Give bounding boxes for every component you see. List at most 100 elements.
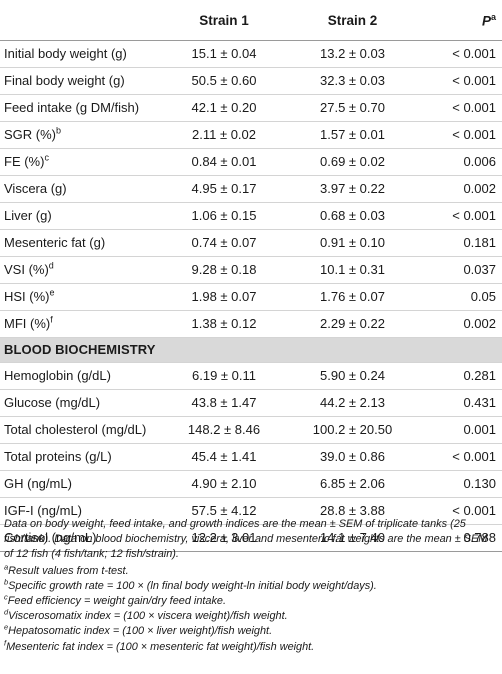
strain-2-value: 44.2 ± 2.13 (320, 395, 385, 410)
footnote-mark: a (4, 561, 9, 571)
p-value: 0.006 (463, 154, 496, 169)
table-row: MFI (%)f 1.38 ± 0.12 2.29 ± 0.22 0.002 (0, 311, 502, 338)
p-value: 0.037 (463, 262, 496, 277)
p-value: < 0.001 (452, 100, 496, 115)
row-label-footnote-mark: f (50, 314, 53, 325)
strain-2-value: 1.57 ± 0.01 (320, 127, 385, 142)
row-label: Cortisol (ng/mL) (0, 525, 168, 552)
strain-1-value: 1.38 ± 0.12 (191, 316, 257, 331)
strain-1-value: 42.1 ± 0.20 (191, 100, 257, 115)
row-label-text: Liver (g) (4, 208, 52, 223)
row-label: VSI (%)d (0, 257, 168, 284)
strain-1-value: 4.95 ± 0.17 (191, 181, 257, 196)
footnote-mark: e (4, 622, 9, 632)
row-label-text: Glucose (mg/dL) (4, 395, 101, 410)
strain-1-value: 148.2 ± 8.46 (187, 422, 261, 437)
row-label-text: Final body weight (g) (4, 73, 125, 88)
footnote-mark: c (4, 592, 8, 602)
footnote: fMesenteric fat index = (100 × mesenteri… (4, 639, 498, 655)
footnote-text: Feed efficiency = weight gain/dry feed i… (7, 595, 226, 608)
table-row: VSI (%)d 9.28 ± 0.18 10.1 ± 0.31 0.037 (0, 257, 502, 284)
row-label: GH (ng/mL) (0, 471, 168, 498)
header-row: Strain 1 Strain 2 Pa (0, 0, 502, 41)
strain-2-value: 28.8 ± 3.88 (320, 503, 385, 518)
row-label: Viscera (g) (0, 176, 168, 203)
footnote: cFeed efficiency = weight gain/dry feed … (4, 592, 498, 609)
strain-1-value: 2.11 ± 0.02 (192, 127, 256, 142)
table-row: Feed intake (g DM/fish) 42.1 ± 0.20 27.5 ±… (0, 95, 502, 122)
strain-2-value: 1.76 ± 0.07 (320, 289, 385, 304)
header-strain-2: Strain 2 (280, 0, 425, 41)
row-label-text: Hemoglobin (g/dL) (4, 368, 111, 383)
row-label: HSI (%)e (0, 284, 168, 311)
table-row: IGF-I (ng/mL) 57.5 ± 4.12 28.8 ± 3.88 < 0.0… (0, 498, 502, 525)
p-value: 0.002 (463, 181, 496, 196)
row-label: Initial body weight (g) (0, 41, 168, 68)
p-value: 0.001 (463, 422, 496, 437)
footnote-list: aResult values from t-test. bSpecific gro… (4, 561, 498, 655)
table-row: SGR (%)b 2.11 ± 0.02 1.57 ± 0.01 < 0.001 (0, 122, 502, 149)
p-value: < 0.001 (452, 73, 496, 88)
row-label-text: VSI (%) (4, 262, 49, 277)
strain-1-value: 45.4 ± 1.41 (191, 449, 257, 464)
row-label: MFI (%)f (0, 311, 168, 338)
header-strain-1: Strain 1 (168, 0, 280, 41)
section-title: BLOOD BIOCHEMISTRY (0, 337, 502, 363)
strain-2-value: 39.0 ± 0.86 (320, 449, 385, 464)
strain-1-value: 43.8 ± 1.47 (191, 395, 257, 410)
row-label-text: GH (ng/mL) (4, 476, 72, 491)
notes-body: Data on body weight, feed intake, and gr… (4, 518, 488, 561)
strain-1-value: 57.5 ± 4.12 (191, 503, 257, 518)
strain-1-value: 6.19 ± 0.11 (192, 368, 256, 383)
strain-1-value: 50.5 ± 0.60 (191, 73, 257, 88)
p-value: 0.002 (463, 316, 496, 331)
row-label-text: Cortisol (ng/mL) (4, 530, 97, 545)
strain-1-value: 4.90 ± 2.10 (191, 476, 257, 491)
table-notes: Data on body weight, feed intake, and gr… (4, 517, 498, 655)
row-label: Glucose (mg/dL) (0, 390, 168, 417)
table-row: HSI (%)e 1.98 ± 0.07 1.76 ± 0.07 0.05 (0, 284, 502, 311)
row-label: FE (%)c (0, 149, 168, 176)
p-value: 0.281 (463, 368, 496, 383)
p-value: 0.788 (463, 530, 496, 545)
table-row: Viscera (g) 4.95 ± 0.17 3.97 ± 0.22 0.002 (0, 176, 502, 203)
table-row: Initial body weight (g) 15.1 ± 0.04 13.2 ±… (0, 41, 502, 68)
table-row: FE (%)c 0.84 ± 0.01 0.69 ± 0.02 0.006 (0, 149, 502, 176)
row-label: Feed intake (g DM/fish) (0, 95, 168, 122)
row-label: Liver (g) (0, 203, 168, 230)
p-value: 0.05 (470, 289, 496, 304)
table-row: Total proteins (g/L) 45.4 ± 1.41 39.0 ± 0.… (0, 444, 502, 471)
row-label-text: Viscera (g) (4, 181, 67, 196)
header-label (0, 0, 168, 41)
p-value: 0.431 (463, 395, 496, 410)
row-label-text: Total proteins (g/L) (4, 449, 112, 464)
footnote-mark: b (4, 577, 9, 587)
footnote-text: Viscerosomatix index = (100 × viscera we… (8, 610, 288, 623)
strain-2-value: 5.90 ± 0.24 (320, 368, 385, 383)
header-p-value: Pa (425, 0, 502, 41)
footnote: bSpecific growth rate = 100 × (ln final … (4, 577, 498, 594)
strain-2-value: 14.1 ± 7.40 (320, 530, 385, 545)
strain-2-value: 3.97 ± 0.22 (320, 181, 385, 196)
footnote: aResult values from t-test. (4, 561, 498, 579)
row-label: Mesenteric fat (g) (0, 230, 168, 257)
row-label: IGF-I (ng/mL) (0, 498, 168, 525)
strain-2-value: 0.91 ± 0.10 (320, 235, 385, 250)
strain-2-value: 10.1 ± 0.31 (320, 262, 385, 277)
p-value: 0.181 (463, 235, 496, 250)
results-table: Strain 1 Strain 2 Pa Initial body weight… (0, 0, 502, 552)
strain-1-value: 15.1 ± 0.04 (191, 46, 257, 61)
strain-2-value: 32.3 ± 0.03 (320, 73, 385, 88)
table-row: Mesenteric fat (g) 0.74 ± 0.07 0.91 ± 0.10… (0, 230, 502, 257)
p-value: < 0.001 (452, 46, 496, 61)
table-row: Hemoglobin (g/dL) 6.19 ± 0.11 5.90 ± 0.24 0… (0, 363, 502, 390)
row-label-text: Mesenteric fat (g) (4, 235, 106, 250)
footnote-text: Result values from t-test. (8, 564, 129, 577)
row-label-text: FE (%) (4, 154, 45, 169)
strain-2-value: 100.2 ± 20.50 (312, 422, 393, 437)
footnote-text: Mesenteric fat index = (100 × mesenteric… (6, 640, 315, 653)
p-value: < 0.001 (452, 208, 496, 223)
row-label-footnote-mark: e (49, 287, 55, 298)
table-row: Final body weight (g) 50.5 ± 0.60 32.3 ± 0… (0, 68, 502, 95)
